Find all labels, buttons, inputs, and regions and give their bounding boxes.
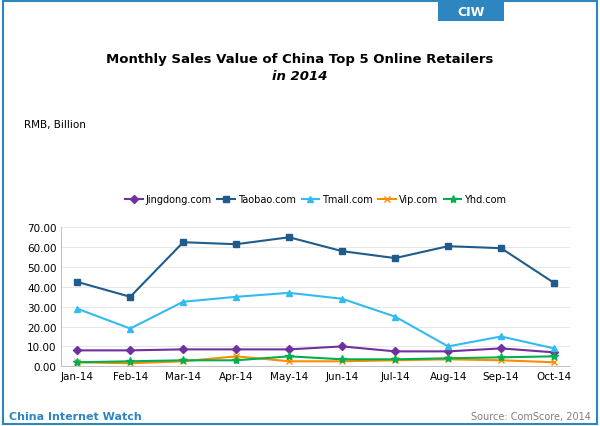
- Tmall.com: [392, 314, 399, 320]
- Yhd.com: [392, 357, 399, 362]
- Line: Tmall.com: Tmall.com: [74, 291, 557, 351]
- Taobao.com: [127, 294, 134, 299]
- Yhd.com: [127, 359, 134, 364]
- Taobao.com: [286, 235, 293, 240]
- Yhd.com: [497, 355, 505, 360]
- Tmall.com: [233, 294, 240, 299]
- Yhd.com: [179, 358, 187, 363]
- Line: Yhd.com: Yhd.com: [73, 352, 558, 367]
- Jingdong.com: [286, 347, 293, 352]
- Vip.com: [392, 358, 399, 363]
- Yhd.com: [338, 357, 346, 362]
- Vip.com: [445, 357, 452, 362]
- Jingdong.com: [550, 350, 557, 355]
- Taobao.com: [550, 281, 557, 286]
- Text: China Internet Watch: China Internet Watch: [9, 411, 142, 421]
- Tmall.com: [338, 296, 346, 302]
- Line: Taobao.com: Taobao.com: [74, 235, 557, 300]
- Vip.com: [233, 354, 240, 359]
- Taobao.com: [497, 246, 505, 251]
- Taobao.com: [233, 242, 240, 247]
- Line: Jingdong.com: Jingdong.com: [74, 344, 557, 355]
- Jingdong.com: [445, 349, 452, 354]
- Tmall.com: [179, 299, 187, 305]
- Yhd.com: [445, 356, 452, 361]
- Jingdong.com: [74, 348, 81, 353]
- Jingdong.com: [338, 344, 346, 349]
- Yhd.com: [286, 354, 293, 359]
- Vip.com: [286, 359, 293, 364]
- Text: Monthly Sales Value of China Top 5 Online Retailers: Monthly Sales Value of China Top 5 Onlin…: [106, 53, 494, 66]
- Vip.com: [497, 358, 505, 363]
- Tmall.com: [550, 346, 557, 351]
- Text: in 2014: in 2014: [272, 70, 328, 83]
- Yhd.com: [233, 358, 240, 363]
- Jingdong.com: [179, 347, 187, 352]
- Taobao.com: [445, 244, 452, 249]
- Tmall.com: [74, 306, 81, 311]
- Line: Vip.com: Vip.com: [74, 353, 557, 367]
- Text: RMB, Billion: RMB, Billion: [24, 120, 86, 130]
- Taobao.com: [392, 256, 399, 261]
- Taobao.com: [74, 280, 81, 285]
- Yhd.com: [550, 354, 557, 359]
- Text: Source: ComScore, 2014: Source: ComScore, 2014: [471, 411, 591, 421]
- Jingdong.com: [233, 347, 240, 352]
- Jingdong.com: [497, 346, 505, 351]
- Vip.com: [127, 361, 134, 366]
- Taobao.com: [179, 240, 187, 245]
- Jingdong.com: [392, 349, 399, 354]
- Taobao.com: [338, 249, 346, 254]
- Vip.com: [74, 360, 81, 365]
- Tmall.com: [445, 344, 452, 349]
- Text: CIW: CIW: [457, 6, 485, 19]
- Vip.com: [179, 359, 187, 364]
- Yhd.com: [74, 360, 81, 365]
- Tmall.com: [286, 291, 293, 296]
- Jingdong.com: [127, 348, 134, 353]
- Legend: Jingdong.com, Taobao.com, Tmall.com, Vip.com, Yhd.com: Jingdong.com, Taobao.com, Tmall.com, Vip…: [121, 191, 510, 209]
- Tmall.com: [127, 326, 134, 331]
- Tmall.com: [497, 334, 505, 339]
- Vip.com: [550, 360, 557, 365]
- Vip.com: [338, 359, 346, 364]
